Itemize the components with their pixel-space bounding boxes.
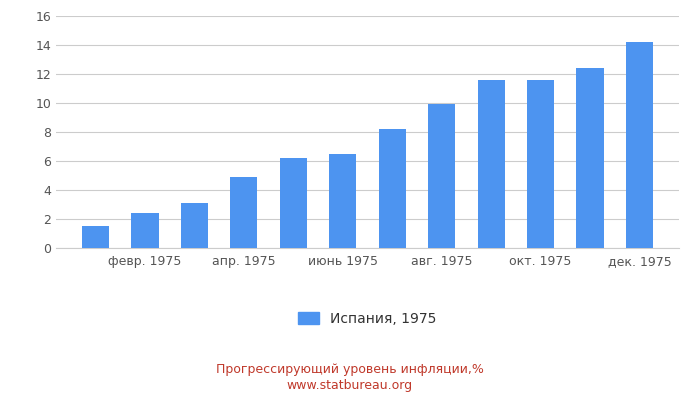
Bar <box>379 129 406 248</box>
Bar <box>280 158 307 248</box>
Bar <box>181 203 208 248</box>
Bar <box>230 177 258 248</box>
Bar <box>329 154 356 248</box>
Text: www.statbureau.org: www.statbureau.org <box>287 380 413 392</box>
Bar <box>527 80 554 248</box>
Bar <box>576 68 603 248</box>
Legend: Испания, 1975: Испания, 1975 <box>293 306 442 331</box>
Bar <box>626 42 653 248</box>
Bar <box>428 104 455 248</box>
Bar <box>132 213 159 248</box>
Bar <box>477 80 505 248</box>
Bar <box>82 226 109 248</box>
Text: Прогрессирующий уровень инфляции,%: Прогрессирующий уровень инфляции,% <box>216 364 484 376</box>
